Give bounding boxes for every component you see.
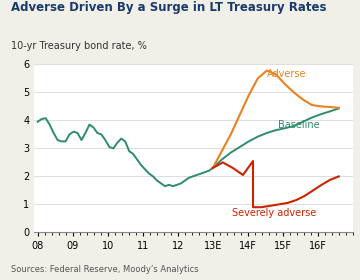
Text: Baseline: Baseline bbox=[278, 120, 319, 130]
Text: Adverse Driven By a Surge in LT Treasury Rates: Adverse Driven By a Surge in LT Treasury… bbox=[11, 1, 326, 14]
Text: Adverse: Adverse bbox=[267, 69, 306, 79]
Text: Severely adverse: Severely adverse bbox=[232, 208, 316, 218]
Text: Sources: Federal Reserve, Moody’s Analytics: Sources: Federal Reserve, Moody’s Analyt… bbox=[11, 265, 198, 274]
Text: 10-yr Treasury bond rate, %: 10-yr Treasury bond rate, % bbox=[11, 41, 147, 51]
